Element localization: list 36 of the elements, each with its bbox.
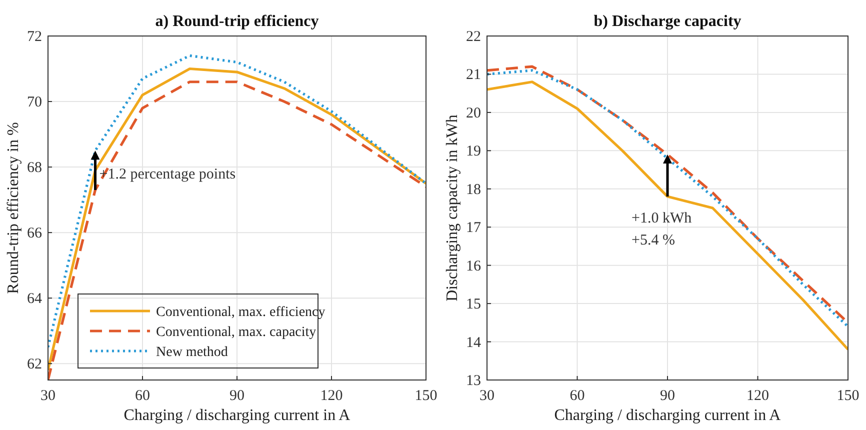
annotation: +5.4 % <box>632 232 675 249</box>
x-axis-title: Charging / discharging current in A <box>124 407 351 424</box>
y-tick-label: 70 <box>27 94 42 111</box>
x-axis-title: Charging / discharging current in A <box>554 407 782 424</box>
y-tick-label: 68 <box>27 160 42 176</box>
legend-label: Conventional, max. capacity <box>156 325 316 340</box>
y-tick-label: 19 <box>466 144 481 160</box>
x-tick-label: 30 <box>480 388 494 404</box>
chart-title: a) Round-trip efficiency <box>155 13 319 30</box>
y-axis-title: Round-trip efficiency in % <box>5 122 22 294</box>
y-tick-label: 72 <box>27 29 42 45</box>
chart-title: b) Discharge capacity <box>594 13 742 30</box>
y-tick-label: 20 <box>466 105 481 122</box>
annotation: +1.0 kWh <box>632 210 692 227</box>
x-tick-label: 90 <box>660 388 675 404</box>
y-tick-label: 64 <box>27 291 42 308</box>
y-tick-label: 16 <box>466 258 482 274</box>
x-tick-label: 60 <box>135 388 150 404</box>
legend-label: New method <box>156 345 228 360</box>
x-tick-label: 150 <box>836 388 860 404</box>
y-tick-label: 17 <box>466 220 482 236</box>
y-tick-label: 22 <box>466 29 481 45</box>
x-tick-label: 60 <box>570 388 585 404</box>
x-tick-label: 150 <box>414 388 438 404</box>
x-tick-label: 120 <box>746 388 769 404</box>
y-tick-label: 21 <box>466 67 481 84</box>
y-tick-label: 15 <box>466 296 481 313</box>
y-tick-label: 13 <box>466 373 481 389</box>
y-tick-label: 66 <box>27 226 42 242</box>
y-tick-label: 62 <box>27 356 42 373</box>
y-tick-label: 18 <box>466 182 481 198</box>
y-axis-title: Discharging capacity in kWh <box>444 114 461 302</box>
y-tick-label: 14 <box>466 334 482 351</box>
x-tick-label: 30 <box>40 388 56 404</box>
x-tick-label: 90 <box>230 388 244 404</box>
x-tick-label: 120 <box>320 388 343 404</box>
